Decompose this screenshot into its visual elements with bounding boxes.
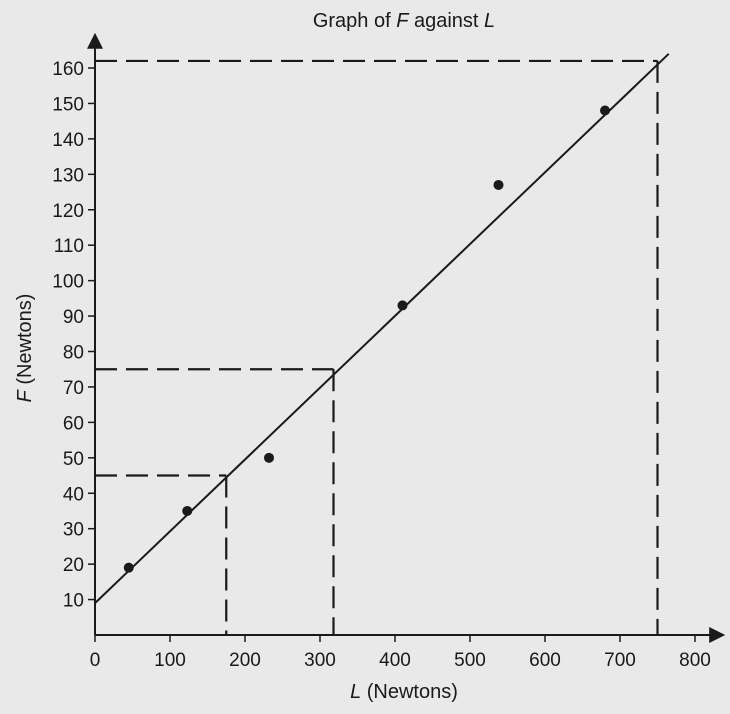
y-tick-label: 150 <box>52 94 84 115</box>
y-tick-label: 90 <box>63 307 84 328</box>
y-tick-label: 140 <box>52 130 84 151</box>
title-middle: against <box>408 10 484 32</box>
y-tick-label: 50 <box>63 449 84 470</box>
x-tick-label: 800 <box>679 650 711 671</box>
title-var-l: L <box>484 10 495 32</box>
x-axis-unit: (Newtons) <box>361 681 458 703</box>
title-var-f: F <box>396 10 410 32</box>
y-axis-var: F <box>14 388 36 402</box>
best-fit-line-layer <box>94 53 670 604</box>
dashed-guides <box>95 59 659 635</box>
data-point <box>182 505 193 516</box>
y-tick-label: 20 <box>63 555 84 576</box>
y-tick-label: 10 <box>63 591 84 612</box>
y-tick-label: 110 <box>54 236 84 257</box>
x-tick-label: 400 <box>379 650 411 671</box>
y-tick-label: 70 <box>63 378 84 399</box>
x-tick-label: 600 <box>529 650 561 671</box>
y-tick-label: 40 <box>63 484 84 505</box>
best-fit-line <box>94 53 670 604</box>
x-tick-label: 0 <box>90 650 101 671</box>
axis-ticks: 0 100 200 300 400 500 600 700 800 10 20 30 40 50 60 70 8… <box>52 59 711 671</box>
x-tick-label: 500 <box>454 650 486 671</box>
title-prefix: Graph of <box>313 10 396 32</box>
x-tick-label: 100 <box>154 650 186 671</box>
data-point <box>493 179 504 190</box>
y-axis-unit: (Newtons) <box>14 294 36 391</box>
y-tick-label: 160 <box>52 59 84 80</box>
axes <box>87 32 726 643</box>
chart-title: Graph of F against L <box>313 10 495 32</box>
data-point <box>397 300 408 311</box>
y-tick-label: 60 <box>63 413 84 434</box>
y-tick-label: 130 <box>52 165 84 186</box>
y-axis-title: F (Newtons) <box>14 294 36 403</box>
data-points <box>123 105 610 573</box>
data-point <box>123 562 134 573</box>
x-tick-label: 300 <box>304 650 336 671</box>
y-tick-label: 30 <box>63 520 84 541</box>
x-axis-title: L (Newtons) <box>350 681 458 703</box>
x-axis-var: L <box>350 681 361 703</box>
y-tick-label: 120 <box>52 201 84 222</box>
y-tick-label: 100 <box>52 272 84 293</box>
data-point <box>600 105 610 116</box>
data-point <box>264 452 274 463</box>
x-tick-label: 700 <box>604 650 636 671</box>
y-tick-label: 80 <box>63 343 84 364</box>
x-tick-label: 200 <box>229 650 261 671</box>
